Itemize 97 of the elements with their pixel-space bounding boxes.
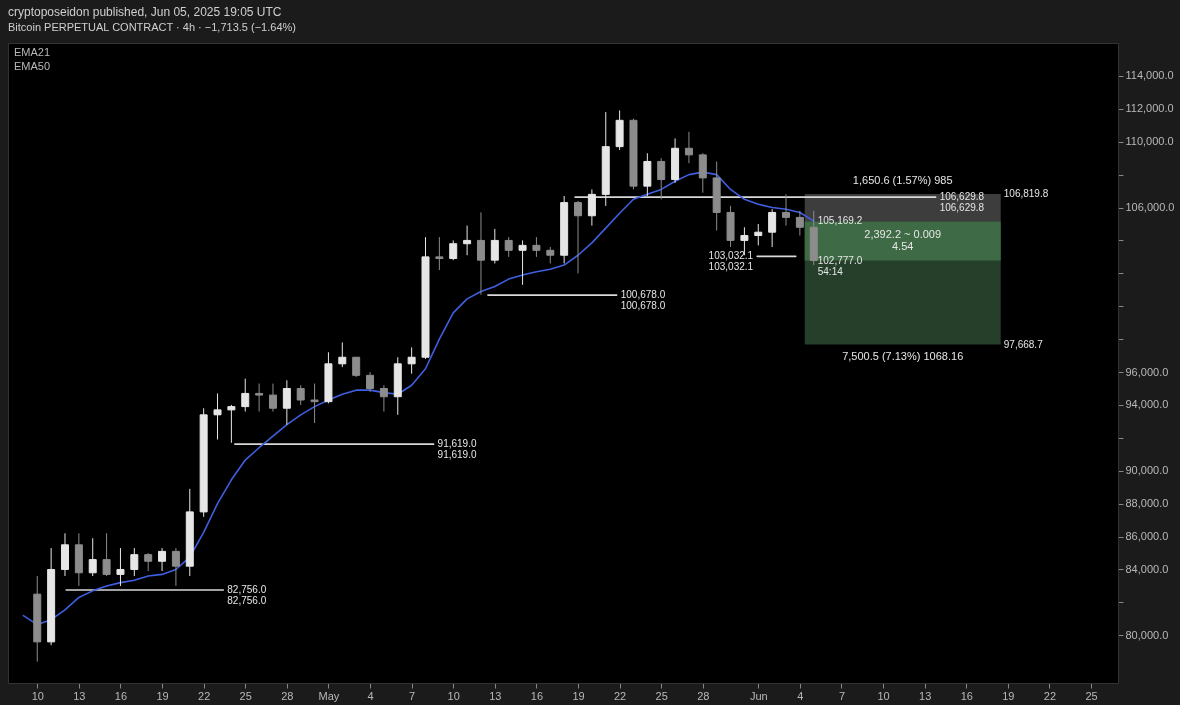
annotation: 100,678.0 [620,300,666,312]
x-tick-label: 25 [239,689,252,702]
data-label: 7,500.5 (7.13%) 1068.16 [842,349,964,362]
y-tick-label: 88,000.0 [1125,497,1169,510]
candlestick [268,383,277,413]
candlestick [227,404,236,444]
candlestick [782,193,790,227]
chart-title: cryptoposeidon published, Jun 05, 2025 19:05 UTC [8,5,282,20]
y-tick-label: 94,000.0 [1125,398,1169,411]
candlestick [463,225,472,256]
candlestick [768,208,777,248]
annotation: 100,678.0 [620,289,666,301]
candlestick [532,236,541,258]
annotation: 91,619.0 [437,449,477,461]
candlestick [379,384,388,413]
candlestick [684,131,693,164]
candlestick [476,211,485,296]
y-tick-label: 80,000.0 [1125,628,1169,641]
x-tick-label: 13 [73,689,86,702]
candlestick [366,371,375,393]
line-series [22,171,815,626]
y-tick-label: 96,000.0 [1125,365,1169,378]
x-tick-label: 25 [655,689,668,702]
annotation: 105,169.2 [817,215,863,227]
x-tick-label: 25 [1085,689,1098,702]
candlestick [213,392,222,440]
candlestick [144,552,153,572]
x-tick-label: May [318,689,340,702]
x-tick-label: 16 [960,689,973,702]
candlestick [255,383,264,413]
annotation: 106,629.8 [939,191,985,203]
candlestick [587,188,596,227]
annotation: 103,032.1 [708,261,754,273]
x-tick-label: 4 [797,689,804,702]
x-tick-label: 19 [1002,689,1015,702]
candlestick [116,547,125,587]
candlestick [282,379,291,426]
x-tick-label: 22 [613,689,627,702]
x-tick-label: 13 [919,689,932,702]
candlestick [518,239,527,286]
y-tick-label: 90,000.0 [1125,464,1169,477]
x-tick-label: Jun [749,689,768,702]
candlestick [504,236,513,258]
x-tick-label: 13 [489,689,502,702]
candlestick [310,383,319,424]
annotation: 103,032.1 [708,250,754,262]
candlestick [296,384,305,406]
annotation: 91,619.0 [437,438,477,450]
x-tick-label: 10 [31,689,44,702]
x-tick-label: 10 [447,689,460,702]
candlestick [407,346,416,375]
y-tick-label: 86,000.0 [1125,530,1169,543]
candlestick [338,341,347,368]
annotation: 82,756.0 [227,583,267,595]
candlestick [574,200,583,274]
annotation: 106,629.8 [939,202,985,214]
x-tick-label: 19 [156,689,169,702]
x-tick-label: 28 [281,689,294,702]
candlestick [130,547,139,577]
x-tick-label: 16 [530,689,544,702]
annotation: 82,756.0 [227,594,267,606]
candlestick [88,537,97,577]
annotation: 54:14 [817,265,844,277]
x-tick-label: 28 [697,689,710,702]
candlestick [449,239,458,261]
y-tick-label: 84,000.0 [1125,562,1169,575]
x-tick-label: 10 [877,689,890,702]
annotation: 102,777.0 [817,254,863,266]
annotation: 97,668.7 [1003,338,1044,350]
candlestick [490,228,499,264]
y-tick-label: 112,000.0 [1125,102,1174,115]
candlestick [241,378,250,413]
annotation: 106,819.8 [1003,188,1049,200]
data-label: 1,650.6 (1.57%) 985 [852,174,953,187]
y-tick-label: 106,000.0 [1125,201,1175,214]
chart-subtitle: Bitcoin PERPETUAL CONTRACT · 4h · −1,713.5 (−1.64%) [8,21,296,34]
candlestick [352,356,361,378]
x-tick-label: 22 [1043,689,1057,702]
x-tick-label: 19 [572,689,585,702]
candlestick [158,547,167,572]
candlestick [102,532,111,577]
x-tick-label: 4 [367,689,374,702]
x-tick-label: 16 [114,689,128,702]
annotation: EMA50 [14,60,51,72]
y-tick-label: 110,000.0 [1125,135,1174,148]
candlestick [754,223,763,246]
x-tick-label: 7 [409,689,416,702]
data-label: 2,392.2 ~ 0.009 4.54 [864,228,942,253]
candlestick [171,547,180,587]
candlestick [795,210,804,236]
candlestick [698,152,707,194]
y-tick-label: 114,000.0 [1125,69,1174,82]
x-tick-label: 7 [838,689,846,702]
annotation: EMA21 [14,46,51,58]
candlestick [657,157,666,200]
x-tick-label: 22 [198,689,211,702]
candlestick [435,236,444,271]
